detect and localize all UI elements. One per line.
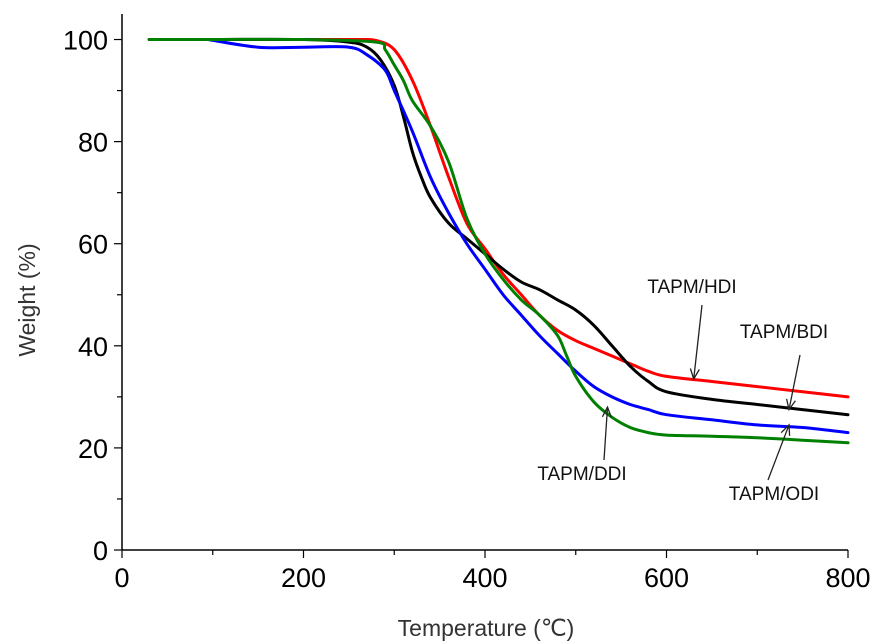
series-line-tapm-hdi [147, 37, 850, 399]
y-tick-label: 80 [78, 128, 108, 158]
annotation-arrow-tapm-hdi [693, 304, 703, 380]
y-axis-title: Weight (%) [14, 243, 40, 356]
y-tick-label: 20 [78, 434, 108, 464]
x-axis-title: Temperature (℃) [398, 615, 575, 641]
series-line-tapm-odi [206, 38, 850, 435]
series-line-tapm-ddi [147, 37, 850, 445]
annotation-layer: TAPM/HDI TAPM/BDI TAPM/DDI TAPM/ODI [537, 277, 828, 505]
y-tick-label: 60 [78, 230, 108, 260]
series-layer [147, 37, 850, 445]
y-tick-label: 40 [78, 332, 108, 362]
axes: 0 200 400 600 800 0 20 40 60 80 100 [63, 14, 871, 593]
y-tick-label: 100 [63, 26, 108, 56]
annotation-arrow-tapm-bdi [788, 354, 801, 410]
x-tick-label: 800 [825, 563, 870, 593]
annotation-arrowhead-tapm-odi [780, 423, 791, 436]
x-tick-label: 200 [281, 563, 326, 593]
annotation-label-tapm-ddi: TAPM/DDI [537, 464, 626, 485]
annotation-label-tapm-bdi: TAPM/BDI [740, 322, 828, 343]
annotation-arrow-tapm-ddi [603, 407, 609, 461]
x-tick-label: 400 [462, 563, 507, 593]
series-line-tapm-bdi [147, 37, 850, 417]
x-tick-label: 0 [114, 563, 129, 593]
annotation-arrowhead-tapm-hdi [689, 368, 700, 381]
annotation-label-tapm-odi: TAPM/ODI [729, 484, 819, 505]
annotation-arrowhead-tapm-ddi [601, 405, 612, 418]
annotation-label-tapm-hdi: TAPM/HDI [647, 277, 736, 298]
annotation-arrow-tapm-odi [767, 424, 790, 481]
x-tick-label: 600 [644, 563, 689, 593]
y-tick-label: 0 [93, 536, 108, 566]
annotation-arrowhead-tapm-bdi [785, 398, 796, 412]
